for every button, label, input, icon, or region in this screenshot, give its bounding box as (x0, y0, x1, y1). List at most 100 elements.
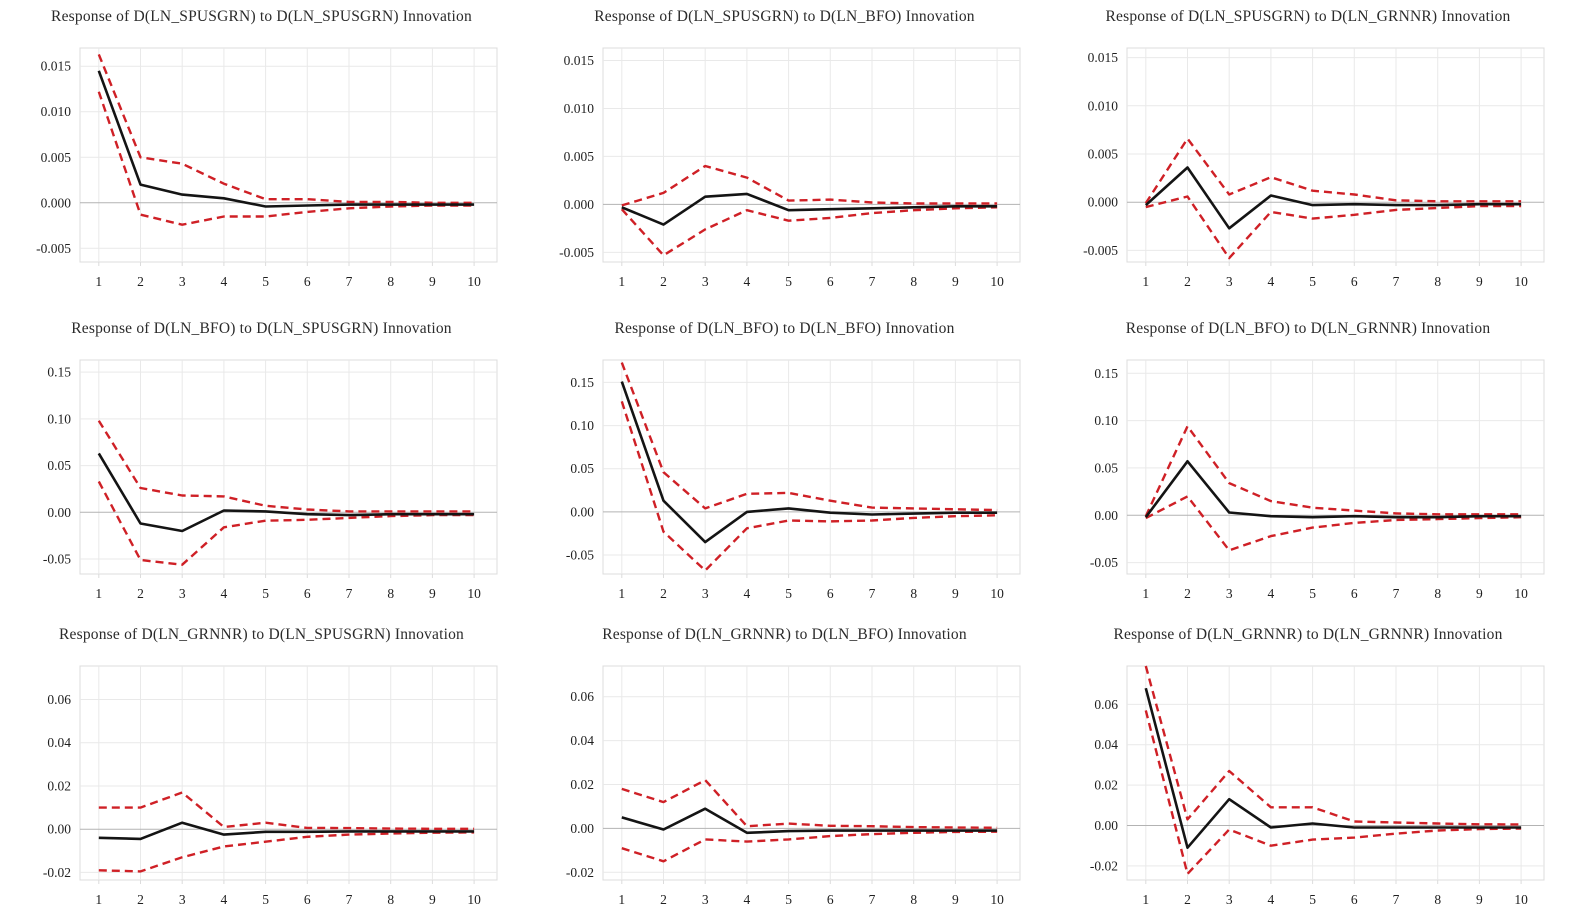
svg-text:4: 4 (1267, 892, 1274, 907)
svg-text:2: 2 (1184, 892, 1191, 907)
svg-text:6: 6 (304, 274, 311, 289)
svg-text:7: 7 (869, 892, 876, 907)
irf-panel: Response of D(LN_BFO) to D(LN_GRNNR) Inn… (1046, 300, 1570, 606)
svg-text:0.00: 0.00 (570, 821, 594, 836)
svg-text:5: 5 (262, 274, 269, 289)
svg-text:0.00: 0.00 (47, 822, 71, 837)
svg-text:0.010: 0.010 (41, 104, 72, 119)
svg-text:-0.05: -0.05 (1089, 555, 1117, 570)
svg-text:5: 5 (785, 892, 792, 907)
svg-text:1: 1 (618, 586, 625, 601)
chart-title: Response of D(LN_GRNNR) to D(LN_BFO) Inn… (602, 626, 967, 643)
svg-text:1: 1 (618, 274, 625, 289)
svg-text:0.10: 0.10 (570, 418, 594, 433)
irf-chart-svg: 1 2 3 4 5 6 7 8 9 10 0.15 0.10 0.05 0.00 -0.05 (1089, 359, 1544, 601)
svg-text:10: 10 (1514, 892, 1528, 907)
svg-text:3: 3 (702, 586, 709, 601)
svg-text:9: 9 (429, 586, 436, 601)
svg-text:7: 7 (346, 274, 353, 289)
svg-text:2: 2 (137, 586, 144, 601)
svg-text:5: 5 (1309, 586, 1316, 601)
svg-text:1: 1 (95, 892, 102, 907)
chart-title: Response of D(LN_BFO) to D(LN_SPUSGRN) I… (71, 320, 452, 337)
svg-text:4: 4 (744, 274, 751, 289)
svg-text:6: 6 (1350, 274, 1357, 289)
irf-chart-svg: 1 2 3 4 5 6 7 8 9 10 0.06 0.04 0.02 0.00 -0.02 (43, 665, 498, 907)
svg-text:5: 5 (1309, 274, 1316, 289)
svg-text:10: 10 (467, 274, 481, 289)
irf-panel: Response of D(LN_GRNNR) to D(LN_GRNNR) I… (1046, 606, 1570, 912)
svg-text:9: 9 (429, 274, 436, 289)
svg-text:1: 1 (95, 586, 102, 601)
svg-text:-0.02: -0.02 (566, 865, 594, 880)
svg-text:2: 2 (1184, 274, 1191, 289)
irf-chart-svg: 1 2 3 4 5 6 7 8 9 10 0.015 0.010 0.005 0.000 -0.005 (36, 47, 498, 289)
svg-text:9: 9 (952, 586, 959, 601)
svg-text:0.000: 0.000 (41, 195, 72, 210)
svg-text:3: 3 (1225, 892, 1232, 907)
svg-text:4: 4 (744, 586, 751, 601)
irf-chart-svg: 1 2 3 4 5 6 7 8 9 10 0.06 0.04 0.02 0.00 -0.02 (1089, 665, 1544, 907)
svg-text:2: 2 (660, 586, 667, 601)
svg-text:8: 8 (910, 274, 917, 289)
svg-text:0.10: 0.10 (47, 411, 71, 426)
svg-text:1: 1 (1142, 892, 1149, 907)
chart-title: Response of D(LN_SPUSGRN) to D(LN_SPUSGR… (51, 8, 472, 25)
svg-text:7: 7 (869, 586, 876, 601)
chart-title: Response of D(LN_GRNNR) to D(LN_GRNNR) I… (1113, 626, 1503, 643)
svg-text:0.06: 0.06 (1094, 697, 1118, 712)
chart-title: Response of D(LN_SPUSGRN) to D(LN_GRNNR)… (1105, 8, 1511, 25)
irf-chart-svg: 1 2 3 4 5 6 7 8 9 10 0.015 0.010 0.005 0.000 -0.005 (559, 47, 1021, 289)
svg-text:8: 8 (910, 586, 917, 601)
irf-panel: Response of D(LN_SPUSGRN) to D(LN_BFO) I… (523, 0, 1046, 300)
svg-text:0.00: 0.00 (47, 505, 71, 520)
svg-text:6: 6 (304, 586, 311, 601)
svg-text:2: 2 (137, 274, 144, 289)
svg-text:10: 10 (990, 892, 1004, 907)
svg-text:6: 6 (827, 892, 834, 907)
irf-panel: Response of D(LN_GRNNR) to D(LN_BFO) Inn… (523, 606, 1046, 912)
svg-text:8: 8 (1434, 274, 1441, 289)
svg-text:4: 4 (221, 586, 228, 601)
svg-text:5: 5 (1309, 892, 1316, 907)
svg-text:2: 2 (660, 892, 667, 907)
svg-text:0.005: 0.005 (41, 150, 72, 165)
svg-text:6: 6 (827, 586, 834, 601)
svg-text:1: 1 (1142, 586, 1149, 601)
svg-text:10: 10 (1514, 586, 1528, 601)
svg-text:0.010: 0.010 (564, 101, 595, 116)
svg-text:4: 4 (744, 892, 751, 907)
svg-text:0.10: 0.10 (1094, 413, 1118, 428)
svg-text:6: 6 (304, 892, 311, 907)
svg-text:6: 6 (827, 274, 834, 289)
svg-text:8: 8 (387, 274, 394, 289)
svg-text:4: 4 (1267, 274, 1274, 289)
svg-text:0.00: 0.00 (1094, 818, 1118, 833)
irf-panel: Response of D(LN_BFO) to D(LN_SPUSGRN) I… (0, 300, 523, 606)
svg-text:7: 7 (346, 586, 353, 601)
svg-text:0.02: 0.02 (47, 779, 71, 794)
svg-text:0.00: 0.00 (1094, 508, 1118, 523)
svg-text:0.015: 0.015 (41, 59, 72, 74)
svg-text:0.05: 0.05 (570, 461, 594, 476)
chart-title: Response of D(LN_BFO) to D(LN_BFO) Innov… (614, 320, 955, 337)
svg-text:0.010: 0.010 (1087, 98, 1118, 113)
svg-text:7: 7 (1392, 892, 1399, 907)
svg-text:0.06: 0.06 (47, 692, 71, 707)
svg-text:0.06: 0.06 (570, 689, 594, 704)
svg-text:8: 8 (1434, 892, 1441, 907)
svg-text:0.04: 0.04 (1094, 737, 1118, 752)
svg-text:2: 2 (1184, 586, 1191, 601)
svg-text:0.15: 0.15 (570, 375, 594, 390)
svg-text:8: 8 (387, 586, 394, 601)
svg-text:10: 10 (990, 586, 1004, 601)
svg-text:9: 9 (429, 892, 436, 907)
svg-text:3: 3 (179, 274, 186, 289)
svg-text:7: 7 (1392, 274, 1399, 289)
svg-text:9: 9 (1476, 586, 1483, 601)
svg-text:7: 7 (869, 274, 876, 289)
irf-chart-svg: 1 2 3 4 5 6 7 8 9 10 0.15 0.10 0.05 0.00 -0.05 (566, 359, 1021, 601)
svg-text:0.15: 0.15 (1094, 366, 1118, 381)
svg-text:-0.005: -0.005 (559, 245, 594, 260)
